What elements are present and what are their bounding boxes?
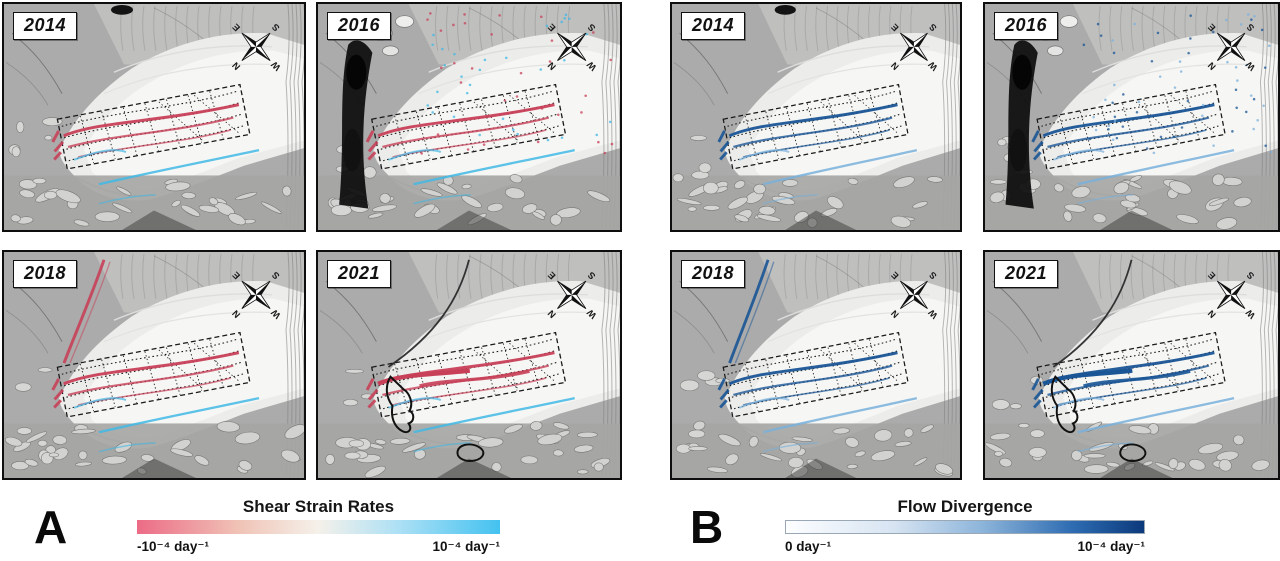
panel-a-letter: A <box>34 501 68 553</box>
compass-rose-icon: NE SW <box>230 22 283 73</box>
flow-divergence-colorbar-max-label: 10⁻⁴ day⁻¹ <box>1077 539 1145 554</box>
year-label: 2016 <box>327 12 392 40</box>
svg-text:S: S <box>270 270 282 281</box>
svg-text:N: N <box>889 308 901 320</box>
map-image: NE SW <box>4 252 304 478</box>
map-image: NE SW <box>985 252 1278 478</box>
map-tile-b-2021: N E S W 2021 <box>983 250 1280 480</box>
map-tile-a-2021: N E S W 2021 <box>316 250 622 480</box>
map-tile-b-2016: N E S W 2016 <box>983 2 1280 232</box>
shear-strain-colorbar-min-label: -10⁻⁴ day⁻¹ <box>137 539 209 554</box>
svg-text:E: E <box>1206 22 1217 33</box>
compass-rose-icon: NE SW <box>230 270 283 321</box>
map-image: NE SW <box>672 4 960 230</box>
map-tile-a-2014: N E S W 2014 <box>2 2 306 232</box>
panel-b-letter: B <box>690 501 724 553</box>
svg-text:E: E <box>889 270 900 281</box>
svg-text:E: E <box>889 22 900 33</box>
year-label: 2018 <box>681 260 746 288</box>
year-label: 2021 <box>327 260 392 288</box>
svg-text:N: N <box>230 308 242 320</box>
map-image: NE SW <box>318 252 620 478</box>
map-tile-a-2018: N E S W 2018 <box>2 250 306 480</box>
compass-rose-icon: NE SW <box>1206 270 1257 321</box>
year-label: 2016 <box>994 12 1059 40</box>
svg-text:N: N <box>230 60 242 72</box>
flow-divergence-colorbar-title: Flow Divergence <box>897 497 1033 516</box>
svg-text:S: S <box>270 22 282 33</box>
flow-divergence-colorbar <box>785 520 1145 534</box>
svg-text:S: S <box>1245 270 1256 281</box>
compass-rose-icon: NE SW <box>889 270 939 321</box>
year-label: 2014 <box>681 12 746 40</box>
map-image: NE SW <box>672 252 960 478</box>
svg-text:N: N <box>889 60 901 72</box>
map-tile-b-2018: N E S W 2018 <box>670 250 962 480</box>
year-label: 2014 <box>13 12 78 40</box>
shear-strain-colorbar <box>137 520 500 534</box>
svg-text:S: S <box>1245 22 1256 33</box>
year-label: 2021 <box>994 260 1059 288</box>
svg-text:S: S <box>927 270 938 281</box>
shear-strain-colorbar-max-label: 10⁻⁴ day⁻¹ <box>432 539 500 554</box>
svg-text:E: E <box>230 22 242 33</box>
svg-text:E: E <box>230 270 242 281</box>
map-image: NE SW <box>318 4 620 230</box>
shear-strain-colorbar-title: Shear Strain Rates <box>242 497 395 516</box>
map-tile-a-2016: N E S W 2016 <box>316 2 622 232</box>
year-label: 2018 <box>13 260 78 288</box>
flow-divergence-colorbar-min-label: 0 day⁻¹ <box>785 539 832 554</box>
svg-text:S: S <box>927 22 938 33</box>
map-tile-b-2014: N E S W 2014 <box>670 2 962 232</box>
svg-text:E: E <box>1206 270 1217 281</box>
map-image: NE SW <box>4 4 304 230</box>
